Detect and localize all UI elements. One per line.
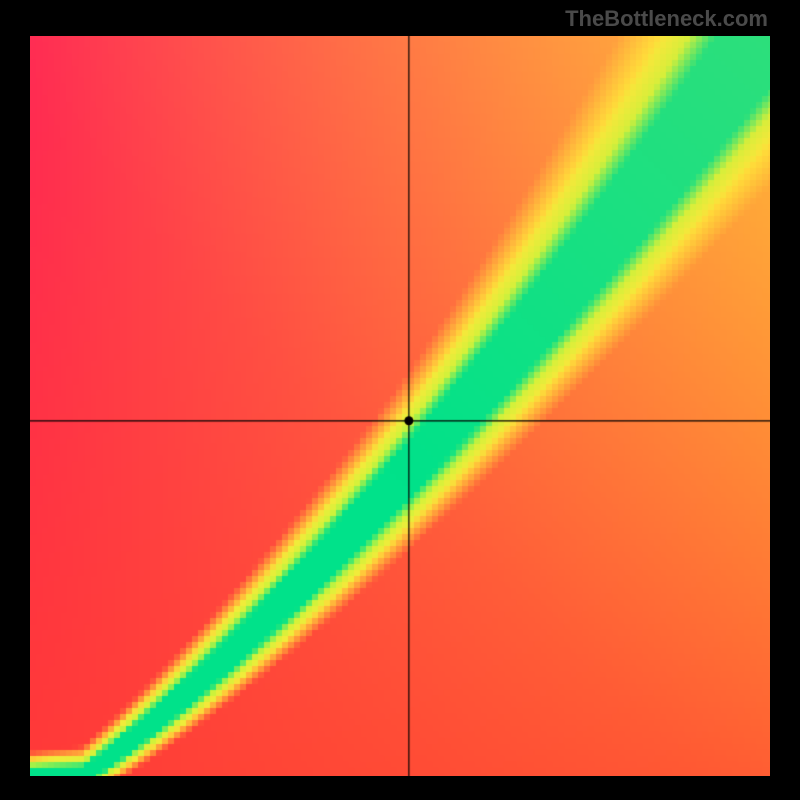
heatmap-canvas xyxy=(30,36,770,776)
stage: TheBottleneck.com xyxy=(0,0,800,800)
watermark-text: TheBottleneck.com xyxy=(565,6,768,32)
